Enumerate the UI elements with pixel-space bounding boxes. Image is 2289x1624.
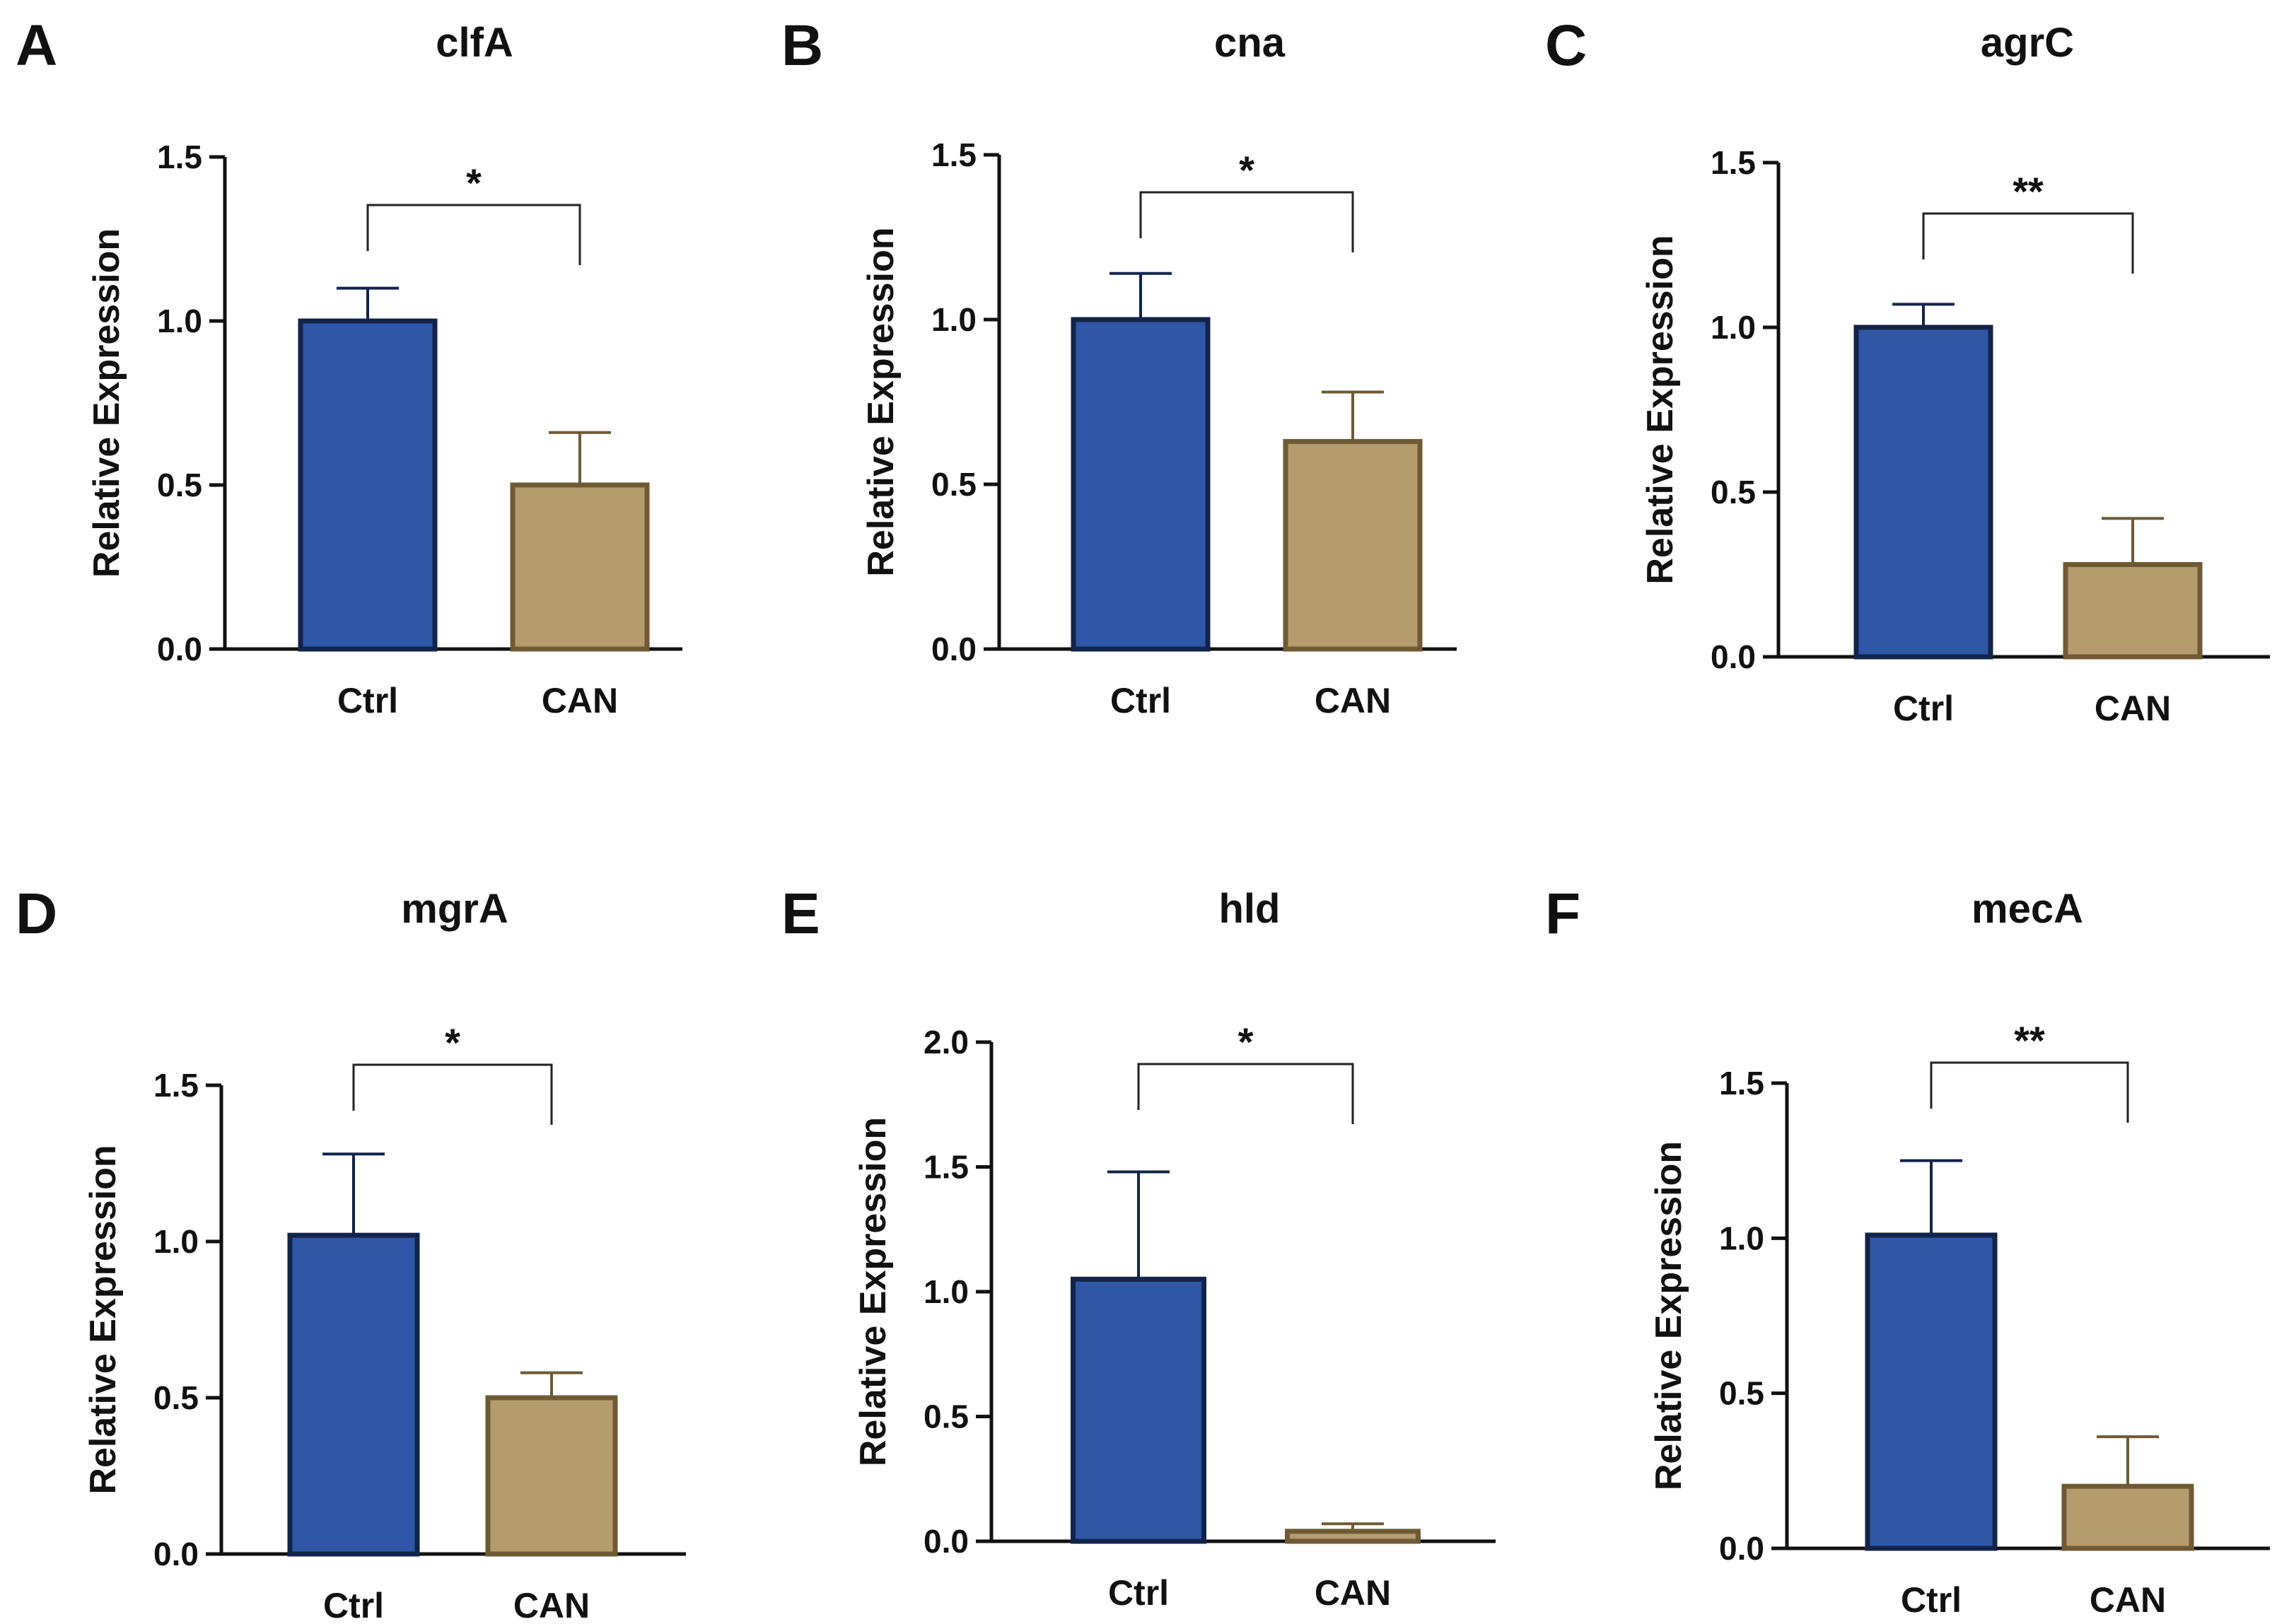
- x-tick-label: Ctrl: [1901, 1580, 1962, 1620]
- bar-ctrl: [298, 318, 438, 652]
- panel-letter: A: [16, 13, 57, 78]
- y-tick-label: 1.5: [157, 139, 202, 175]
- significance-bracket: [366, 204, 581, 265]
- significance-marker: *: [1238, 1020, 1254, 1064]
- x-tick-label: CAN: [2095, 689, 2171, 728]
- x-tick-label: CAN: [2090, 1580, 2166, 1620]
- bar-ctrl: [1853, 325, 1993, 660]
- y-axis-label: Relative Expression: [853, 1117, 894, 1466]
- y-tick-label: 0.5: [153, 1379, 199, 1416]
- bar-can: [510, 482, 650, 652]
- y-axis-label: Relative Expression: [83, 1145, 124, 1494]
- bar-can: [2061, 1483, 2194, 1551]
- y-tick-label: 0.5: [157, 467, 202, 503]
- chart-title: clfA: [436, 20, 513, 66]
- significance-marker: *: [1239, 148, 1254, 192]
- y-tick-label: 0.5: [1719, 1375, 1764, 1412]
- x-tick-label: Ctrl: [337, 681, 398, 720]
- y-tick-label: 1.5: [924, 1149, 969, 1186]
- y-tick-label: 0.5: [924, 1398, 969, 1435]
- y-tick-label: 0.0: [1719, 1530, 1764, 1567]
- y-tick-label: 1.5: [931, 136, 977, 173]
- significance-bracket: [1137, 1063, 1354, 1124]
- y-tick-label: 1.0: [1719, 1220, 1764, 1256]
- significance-marker: *: [445, 1020, 460, 1065]
- x-tick-label: Ctrl: [1110, 681, 1171, 720]
- chart-title: agrC: [1981, 20, 2074, 66]
- y-axis-label: Relative Expression: [86, 228, 127, 578]
- significance-bracket: [1139, 191, 1354, 252]
- bar-ctrl: [1865, 1232, 1998, 1551]
- y-tick-label: 0.0: [1711, 638, 1756, 675]
- significance-bracket: [1922, 212, 2134, 274]
- x-tick-label: CAN: [513, 1586, 590, 1624]
- panel-letter: B: [781, 13, 823, 78]
- bar-can: [1285, 1529, 1421, 1544]
- significance-marker: **: [2014, 1018, 2045, 1063]
- y-axis-label: Relative Expression: [1648, 1141, 1689, 1490]
- bar-ctrl: [1071, 317, 1211, 652]
- panel-letter: F: [1545, 882, 1580, 946]
- x-tick-label: Ctrl: [323, 1586, 384, 1624]
- chart-title: mgrA: [401, 886, 508, 932]
- x-tick-label: CAN: [542, 681, 618, 720]
- bar-can: [2063, 562, 2203, 660]
- y-tick-label: 1.0: [931, 301, 977, 338]
- panel-letter: D: [16, 882, 57, 946]
- bar-can: [485, 1395, 618, 1557]
- chart-title: hld: [1219, 886, 1281, 932]
- chart-title: mecA: [1971, 886, 2083, 932]
- x-tick-label: Ctrl: [1108, 1573, 1169, 1613]
- y-tick-label: 1.5: [1711, 144, 1756, 181]
- x-tick-label: CAN: [1315, 681, 1391, 720]
- y-tick-label: 0.5: [931, 466, 977, 503]
- y-tick-label: 0.0: [157, 631, 202, 667]
- panel-letter: E: [781, 882, 820, 946]
- y-tick-label: 0.0: [153, 1536, 199, 1572]
- y-axis-label: Relative Expression: [1640, 235, 1681, 584]
- y-tick-label: 0.0: [924, 1523, 969, 1560]
- y-axis-label: Relative Expression: [861, 227, 902, 576]
- bar-ctrl: [1071, 1276, 1206, 1544]
- y-tick-label: 1.0: [157, 303, 202, 339]
- y-tick-label: 1.0: [924, 1273, 969, 1310]
- y-tick-label: 1.0: [153, 1223, 199, 1260]
- x-tick-label: Ctrl: [1893, 689, 1954, 728]
- significance-marker: *: [466, 160, 482, 205]
- y-tick-label: 2.0: [924, 1024, 969, 1061]
- y-tick-label: 1.5: [1719, 1065, 1764, 1102]
- significance-bracket: [352, 1063, 553, 1125]
- y-tick-label: 0.0: [931, 631, 977, 667]
- y-tick-label: 1.0: [1711, 309, 1756, 346]
- y-tick-label: 0.5: [1711, 474, 1756, 510]
- x-tick-label: CAN: [1315, 1573, 1391, 1613]
- y-tick-label: 1.5: [153, 1067, 199, 1104]
- bar-can: [1283, 438, 1423, 652]
- chart-title: cna: [1214, 20, 1286, 66]
- panel-letter: C: [1545, 13, 1587, 78]
- significance-marker: **: [2013, 169, 2044, 214]
- bar-ctrl: [287, 1232, 420, 1557]
- significance-bracket: [1930, 1061, 2129, 1123]
